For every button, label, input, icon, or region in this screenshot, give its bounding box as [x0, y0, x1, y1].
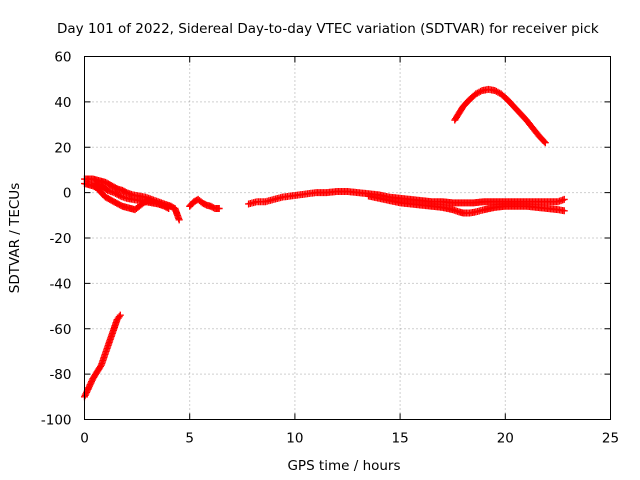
axis-ticks: 0 5 10 15 20 25 -100 -80 -60 -40 -20 0 20 40 60	[41, 50, 619, 447]
y-axis-label: SDTVAR / TECUs	[7, 183, 23, 293]
data-point	[167, 202, 175, 210]
series-arc-lower-late	[365, 192, 568, 217]
y-tick-label: -100	[41, 413, 72, 429]
x-tick-label: 10	[286, 431, 303, 447]
data-point	[541, 139, 549, 147]
data-point	[115, 191, 123, 199]
data-point	[115, 313, 123, 321]
y-tick-label: 0	[63, 186, 72, 202]
x-tick-label: 5	[185, 431, 194, 447]
y-tick-label: -80	[49, 367, 71, 383]
y-tick-label: 40	[54, 95, 71, 111]
data-point	[477, 87, 485, 95]
data-point	[116, 311, 124, 319]
series-arc-short-mid	[186, 195, 223, 213]
y-tick-label: 60	[54, 50, 71, 66]
y-tick-label: 20	[54, 140, 71, 156]
data-point	[540, 138, 548, 146]
data-point	[560, 207, 568, 215]
grid-lines	[84, 56, 611, 420]
x-axis-label: GPS time / hours	[287, 458, 400, 474]
data-point	[560, 195, 568, 203]
data-point	[215, 205, 223, 213]
x-tick-label: 0	[80, 431, 89, 447]
series-arc-rising-early	[81, 311, 124, 401]
x-tick-label: 25	[602, 431, 619, 447]
chart-title: Day 101 of 2022, Sidereal Day-to-day VTE…	[57, 21, 599, 37]
y-tick-label: -60	[49, 322, 71, 338]
data-point	[175, 216, 183, 224]
x-tick-label: 15	[392, 431, 409, 447]
y-tick-label: -40	[49, 276, 71, 292]
series-arc-upper-late	[451, 85, 549, 147]
y-tick-label: -20	[49, 231, 71, 247]
data-marks	[81, 85, 568, 401]
series-arc-near-zero-middle	[91, 180, 175, 210]
plot-frame	[84, 56, 611, 420]
x-tick-label: 20	[497, 431, 514, 447]
